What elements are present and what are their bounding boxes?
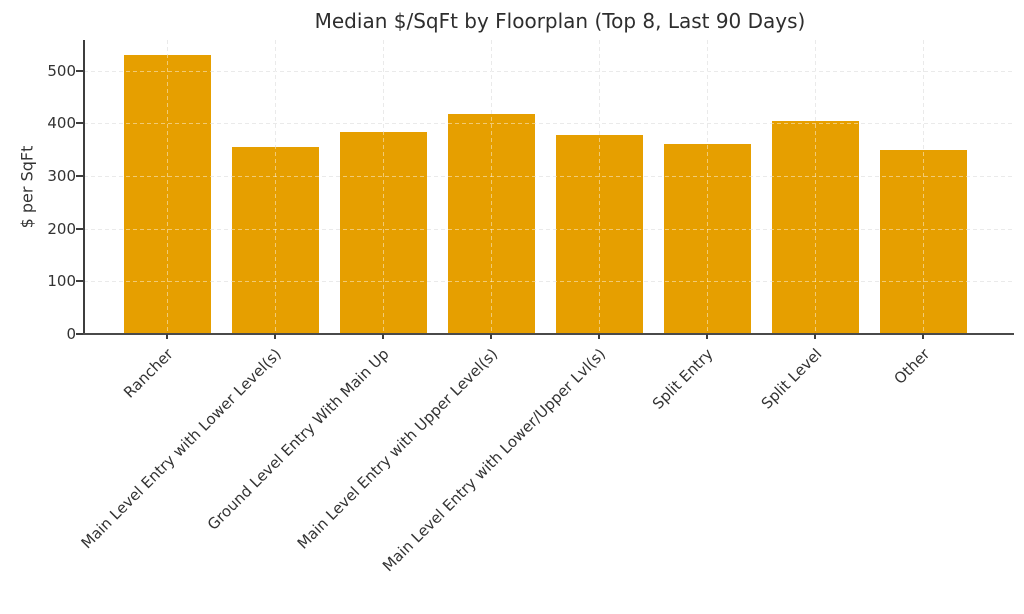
h-gridline-overlay — [84, 281, 1014, 283]
y-tick-mark — [76, 69, 83, 72]
y-tick-label: 400 — [47, 114, 76, 133]
v-gridline-overlay — [599, 40, 601, 334]
y-tick-label: 300 — [47, 166, 76, 185]
bar — [771, 121, 859, 334]
bar — [879, 150, 967, 334]
h-gridline — [84, 70, 1014, 72]
x-tick-label: Main Level Entry with Lower/Upper Lvl(s) — [379, 345, 610, 576]
v-gridline-overlay — [383, 40, 385, 334]
v-gridline-overlay — [707, 40, 709, 334]
y-tick-mark — [76, 333, 83, 335]
h-gridline — [84, 123, 1014, 125]
v-gridline-overlay — [275, 40, 277, 334]
h-gridline — [84, 281, 1014, 283]
bar — [123, 54, 211, 334]
x-tick-mark — [598, 334, 601, 339]
y-tick-label: 200 — [47, 219, 76, 238]
x-tick-label: Ground Level Entry With Main Up — [204, 345, 394, 534]
bar — [231, 146, 319, 334]
y-tick-mark — [76, 227, 83, 230]
y-axis-label: $ per SqFt — [17, 145, 37, 229]
bar — [555, 134, 643, 334]
y-tick-mark — [76, 280, 83, 283]
h-gridline — [84, 175, 1014, 177]
h-gridline-overlay — [84, 123, 1014, 125]
x-tick-mark — [274, 334, 277, 339]
v-gridline-overlay — [167, 40, 169, 334]
v-gridline-overlay — [923, 40, 925, 334]
x-tick-mark — [922, 334, 925, 339]
h-gridline-overlay — [84, 228, 1014, 230]
y-axis-spine — [83, 40, 85, 335]
x-tick-label: Split Level — [757, 345, 826, 413]
x-axis-spine — [83, 333, 1014, 335]
x-tick-label: Other — [890, 345, 934, 388]
y-tick-mark — [76, 174, 83, 177]
y-tick-mark — [76, 122, 83, 125]
bar — [339, 131, 427, 334]
x-tick-mark — [814, 334, 817, 339]
v-gridline-overlay — [491, 40, 493, 334]
h-gridline — [84, 228, 1014, 230]
chart-title: Median $/SqFt by Floorplan (Top 8, Last … — [314, 9, 806, 33]
x-tick-mark — [490, 334, 493, 339]
h-gridline-overlay — [84, 70, 1014, 72]
x-tick-label: Main Level Entry with Lower Level(s) — [77, 345, 286, 553]
bar — [447, 114, 535, 334]
x-tick-mark — [706, 334, 709, 339]
y-tick-label: 0 — [66, 325, 76, 343]
x-tick-mark — [166, 334, 169, 339]
x-tick-label: Split Entry — [649, 345, 718, 413]
y-tick-label: 100 — [47, 272, 76, 291]
x-tick-label: Rancher — [120, 345, 178, 402]
y-tick-label: 500 — [47, 61, 76, 80]
x-tick-label: Main Level Entry with Upper Level(s) — [293, 345, 502, 553]
bar — [663, 144, 751, 334]
h-gridline-overlay — [84, 175, 1014, 177]
x-tick-mark — [382, 334, 385, 339]
v-gridline-overlay — [815, 40, 817, 334]
